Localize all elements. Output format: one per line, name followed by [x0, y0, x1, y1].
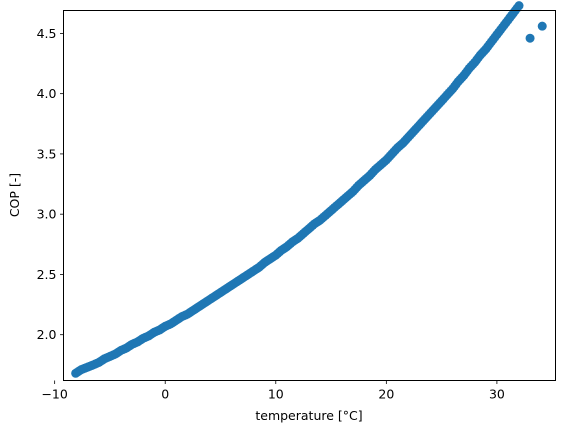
data-point: [525, 33, 535, 43]
x-axis-ticks: −10 0 10 20 30: [41, 380, 505, 402]
plot-frame: [63, 10, 556, 381]
y-tick-label: 4.0: [37, 86, 57, 101]
x-axis-label: temperature [°C]: [255, 408, 362, 423]
x-tick-label: 0: [161, 387, 169, 402]
data-point: [537, 21, 547, 31]
y-tick-label: 3.5: [37, 146, 57, 161]
y-tick-label: 2.5: [37, 267, 57, 282]
y-tick-label: 2.0: [37, 327, 57, 342]
x-tick-label: −10: [41, 387, 67, 402]
y-tick-label: 3.0: [37, 207, 57, 222]
x-tick-label: 30: [489, 387, 505, 402]
y-axis-label: COP [-]: [7, 173, 22, 217]
x-tick-label: 20: [378, 387, 394, 402]
x-tick-label: 10: [268, 387, 284, 402]
y-axis-ticks: 2.0 2.5 3.0 3.5 4.0 4.5: [37, 26, 64, 342]
y-tick-label: 4.5: [37, 26, 57, 41]
data-points: [71, 1, 547, 378]
data-point: [514, 1, 524, 11]
